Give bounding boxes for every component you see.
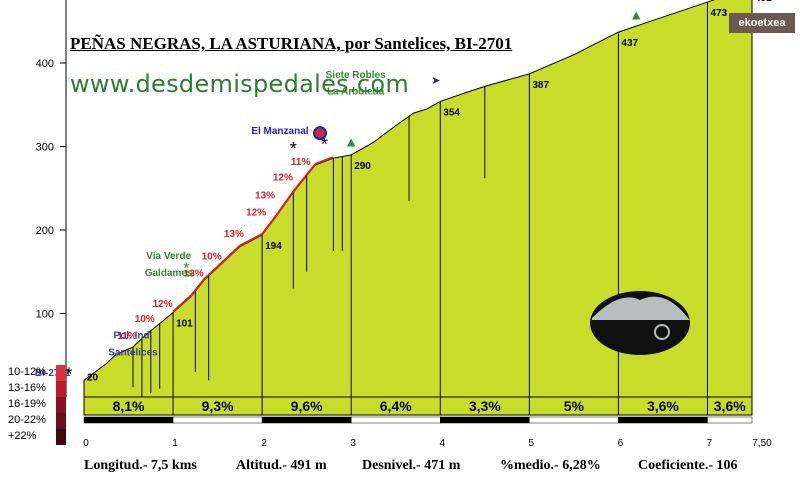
steep-section-line [172, 156, 334, 313]
km-ruler-segment [618, 416, 708, 424]
km-altitude-label: 354 [443, 107, 460, 118]
km-gradient-label: 3,3% [469, 398, 501, 414]
gradient-pct-label: 13% [184, 268, 204, 279]
place-label: Siete Robles [326, 70, 386, 81]
x-tick-label: 0 [83, 438, 89, 449]
gradient-pct-label: 11% [291, 157, 311, 168]
km-gradient-label: 8,1% [113, 398, 145, 414]
junction-asterisk-icon: * [290, 139, 297, 159]
km-gradient-label: 6,4% [380, 398, 412, 414]
x-tick-label: 3 [350, 438, 356, 449]
km-gradient-label: 3,6% [714, 398, 746, 414]
website-label: www.desdemispedales.com [70, 70, 410, 98]
x-tick-label: 6 [618, 438, 624, 449]
x-tick-label: 7 [707, 438, 713, 449]
chart-title: PEÑAS NEGRAS, LA ASTURIANA, por Santelic… [70, 34, 513, 53]
gradient-pct-label: 12% [153, 299, 173, 310]
viewpoint-icon [313, 126, 328, 141]
logo-swirl [654, 324, 670, 340]
footer-altitude: Altitud.- 491 m [236, 458, 327, 473]
tree-icon: ▲ [629, 7, 643, 23]
y-tick-label: 400 [36, 58, 54, 70]
footer-coefficient: Coeficiente.- 106 [638, 458, 738, 473]
km-ruler-segment [707, 416, 753, 424]
km-ruler-segment [350, 416, 441, 424]
place-label: Vía Verde [146, 251, 191, 262]
km-gradient-label: 9,3% [202, 398, 234, 414]
logo-mountain [592, 296, 690, 320]
km-altitude-label: 20 [87, 372, 99, 383]
km-ruler-segment [83, 416, 174, 424]
footer-elevation-gain: Desnivel.- 471 m [362, 458, 461, 473]
brand-logo: ekoetxea [729, 13, 795, 33]
x-tick-label: 1 [172, 438, 178, 449]
legend-swatch [56, 413, 66, 429]
legend-swatch [56, 365, 66, 381]
km-ruler-segment [172, 416, 263, 424]
footer-length: Longitud.- 7,5 kms [84, 458, 197, 473]
km-altitude-label: 290 [354, 161, 371, 172]
legend-swatch [56, 397, 66, 413]
gradient-pct-label: 10% [202, 252, 222, 263]
legend-swatch [56, 381, 66, 397]
km-gradient-label: 3,6% [647, 398, 679, 414]
km-altitude-label: 101 [176, 319, 193, 330]
footer-average: %medio.- 6,28% [500, 458, 601, 473]
legend-label: +22% [8, 430, 37, 442]
arrow-icon: ➤ [431, 75, 440, 87]
km-gradient-label: 9,6% [291, 398, 323, 414]
km-ruler-segment [529, 416, 619, 424]
x-tick-label: 7,50 [752, 438, 772, 449]
km-altitude-label: 491 [755, 0, 772, 4]
x-tick-label: 4 [439, 438, 445, 449]
green-asterisk-icon: * [183, 260, 189, 277]
legend-swatch [56, 429, 66, 445]
x-tick-label: 2 [261, 438, 267, 449]
gradient-pct-label: 12% [273, 172, 293, 183]
y-tick-label: 300 [36, 142, 54, 154]
place-label: Galdames [145, 268, 193, 279]
km-altitude-label: 387 [532, 80, 549, 91]
junction-asterisk-icon: * [321, 135, 328, 155]
tree-icon: ▲ [344, 134, 358, 150]
junction-asterisk-icon: * [65, 364, 72, 384]
gradient-pct-label: 11% [117, 331, 137, 342]
legend-label: 10-12% [8, 366, 46, 378]
km-altitude-label: 194 [265, 241, 282, 252]
km-altitude-label: 437 [621, 38, 638, 49]
gradient-pct-label: 10% [135, 314, 155, 325]
gradient-pct-label: 13% [224, 229, 244, 240]
place-label: Santelices [108, 347, 158, 358]
y-tick-label: 100 [36, 309, 54, 321]
km-gradient-label: 5% [564, 398, 585, 414]
x-tick-label: 5 [529, 438, 535, 449]
legend-label: 13-16% [8, 382, 46, 394]
km-ruler-segment [440, 416, 530, 424]
gradient-band [83, 396, 753, 416]
y-tick-label: 200 [36, 225, 54, 237]
place-label: Pol. Ind. [114, 331, 153, 342]
place-label: La Arboleda [327, 87, 385, 98]
place-label: BI-2701 [35, 368, 71, 379]
km-altitude-label: 473 [710, 8, 727, 19]
legend-label: 16-19% [8, 398, 46, 410]
gradient-pct-label: 13% [255, 191, 275, 202]
place-label: El Manzanal [251, 126, 308, 137]
gradient-pct-label: 12% [246, 207, 266, 218]
km-ruler-segment [261, 416, 352, 424]
legend-label: 20-22% [8, 414, 46, 426]
